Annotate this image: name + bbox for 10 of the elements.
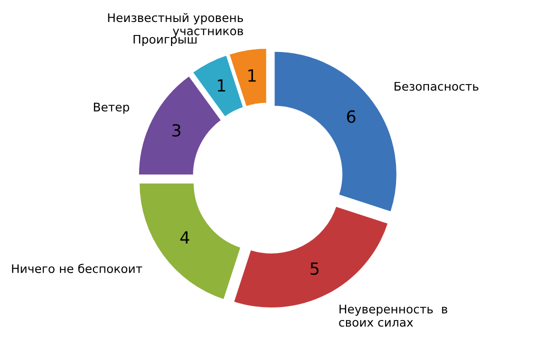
slice-label: Неуверенность в своих силах — [339, 304, 448, 327]
slice-label: Безопасность — [394, 82, 478, 91]
slice-label: Ветер — [94, 102, 130, 114]
data-label: 3 — [172, 124, 180, 137]
data-label: 6 — [347, 110, 356, 123]
data-label: 1 — [248, 69, 256, 82]
data-label: 4 — [180, 231, 190, 244]
slice-label: Ничего не беспокоит — [12, 264, 142, 274]
data-label: 1 — [218, 79, 226, 92]
data-label: 5 — [310, 262, 319, 275]
